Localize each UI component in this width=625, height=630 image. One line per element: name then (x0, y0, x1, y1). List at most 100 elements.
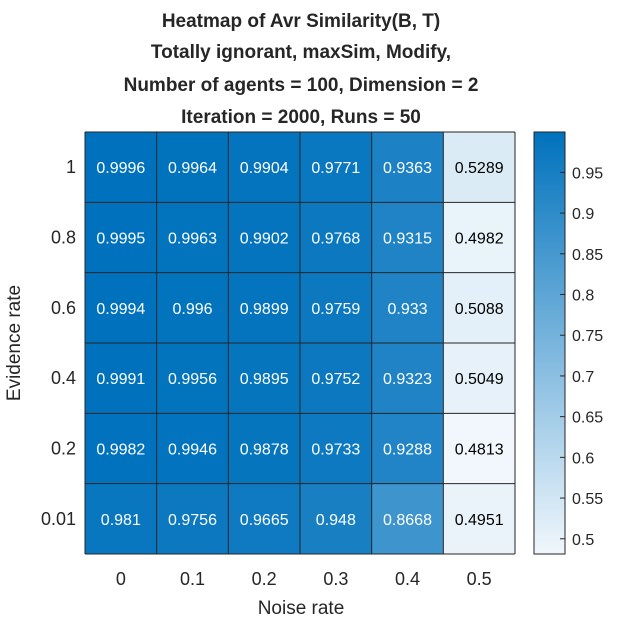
cell-value-label: 0.9991 (96, 371, 145, 388)
cell-value-label: 0.9752 (311, 371, 360, 388)
colorbar-ticks: 0.5 0.55 0.6 0.65 0.7 0.75 0.8 0.85 0.9 0.95 (560, 165, 603, 549)
heatmap-cell (228, 132, 300, 203)
x-tick-label: 0.5 (467, 569, 492, 589)
heatmap-cell (228, 413, 300, 484)
cell-value-label: 0.9363 (383, 160, 432, 177)
chart-title: Heatmap of Avr Similarity(B, T) Totally … (124, 11, 479, 128)
heatmap-cell (300, 272, 372, 343)
cell-value-label: 0.9964 (168, 160, 217, 177)
colorbar-tick-label: 0.7 (572, 369, 594, 386)
heatmap-cell (228, 272, 300, 343)
cell-value-label: 0.9733 (311, 442, 360, 459)
heatmap-cell (443, 272, 515, 343)
cell-value-label: 0.5289 (455, 160, 504, 177)
heatmap-cell (228, 483, 300, 554)
cell-value-label: 0.9759 (311, 301, 360, 318)
colorbar-tick-label: 0.9 (572, 206, 594, 223)
cell-value-label: 0.9946 (168, 442, 217, 459)
cell-value-label: 0.9771 (311, 160, 360, 177)
x-tick-label: 0.1 (180, 569, 205, 589)
chart-title-line-2: Totally ignorant, maxSim, Modify, (151, 42, 451, 63)
heatmap-cell (300, 483, 372, 554)
heatmap-cell (371, 202, 444, 273)
colorbar-gradient (533, 131, 566, 555)
cell-value-label: 0.9768 (311, 231, 360, 248)
heatmap-cell (85, 483, 157, 554)
heatmap-cell (156, 413, 229, 484)
y-tick-label: 1 (66, 157, 76, 177)
heatmap-cell (371, 343, 444, 414)
heatmap-cell (443, 202, 515, 273)
x-tick-label: 0.3 (323, 569, 348, 589)
cell-value-label: 0.9994 (96, 301, 145, 318)
cell-value-label: 0.9963 (168, 231, 217, 248)
cell-value-label: 0.9323 (383, 371, 432, 388)
cell-value-label: 0.9878 (240, 442, 289, 459)
cell-value-label: 0.9756 (168, 512, 217, 529)
chart-title-line-3: Number of agents = 100, Dimension = 2 (124, 75, 479, 96)
colorbar-tick-label: 0.5 (572, 532, 594, 549)
cell-value-label: 0.8668 (383, 512, 432, 529)
colorbar-tick-label: 0.75 (572, 328, 603, 345)
x-axis-label: Noise rate (258, 598, 345, 619)
heatmap-cell (371, 132, 444, 203)
heatmap-cell (371, 413, 444, 484)
colorbar-tick-label: 0.8 (572, 288, 594, 305)
y-axis-tick-labels: 1 0.8 0.6 0.4 0.2 0.01 (41, 157, 76, 529)
heatmap-cell (443, 483, 515, 554)
chart-title-line-4: Iteration = 2000, Runs = 50 (181, 107, 421, 128)
heatmap-cell-labels: 0.9996 0.9964 0.9904 0.9771 0.9363 0.5289 0.99… (96, 160, 503, 529)
heatmap-cell (156, 483, 229, 554)
heatmap-cell (371, 483, 444, 554)
cell-value-label: 0.9995 (96, 231, 145, 248)
y-tick-label: 0.8 (51, 228, 76, 248)
heatmap-cell (156, 272, 229, 343)
cell-value-label: 0.9315 (383, 231, 432, 248)
heatmap-cell (443, 343, 515, 414)
heatmap-cell (156, 202, 229, 273)
cell-value-label: 0.948 (316, 512, 356, 529)
cell-value-label: 0.981 (101, 512, 141, 529)
x-tick-label: 0.2 (252, 569, 277, 589)
heatmap-cell (156, 132, 229, 203)
cell-value-label: 0.9996 (96, 160, 145, 177)
colorbar-tick-label: 0.65 (572, 410, 603, 427)
cell-value-label: 0.5088 (455, 301, 504, 318)
heatmap-cell (85, 132, 157, 203)
y-tick-label: 0.2 (51, 439, 76, 459)
x-axis-tick-labels: 0 0.1 0.2 0.3 0.4 0.5 (116, 569, 492, 589)
x-tick-label: 0 (116, 569, 126, 589)
cell-value-label: 0.4813 (455, 442, 504, 459)
cell-value-label: 0.9665 (240, 512, 289, 529)
cell-value-label: 0.9288 (383, 442, 432, 459)
cell-value-label: 0.9982 (96, 442, 145, 459)
heatmap-cell (300, 413, 372, 484)
chart-title-line-1: Heatmap of Avr Similarity(B, T) (162, 11, 440, 32)
heatmap-cell (300, 343, 372, 414)
heatmap-cell (228, 202, 300, 273)
y-tick-label: 0.4 (51, 368, 76, 388)
heatmap-cell (300, 202, 372, 273)
colorbar-tick-label: 0.6 (572, 450, 594, 467)
cell-value-label: 0.4982 (455, 231, 504, 248)
heatmap-cell (85, 413, 157, 484)
cell-value-label: 0.9904 (240, 160, 289, 177)
heatmap-cells (85, 132, 515, 554)
colorbar-tick-label: 0.85 (572, 247, 603, 264)
heatmap-cell (443, 413, 515, 484)
cell-value-label: 0.9895 (240, 371, 289, 388)
cell-value-label: 0.9956 (168, 371, 217, 388)
heatmap-cell (371, 272, 444, 343)
cell-value-label: 0.9902 (240, 231, 289, 248)
heatmap-cell (300, 132, 372, 203)
heatmap-cell (156, 343, 229, 414)
cell-value-label: 0.933 (387, 301, 427, 318)
y-axis-label: Evidence rate (4, 285, 25, 401)
heatmap-cell (85, 272, 157, 343)
colorbar-tick-label: 0.55 (572, 491, 603, 508)
y-tick-label: 0.6 (51, 298, 76, 318)
x-tick-label: 0.4 (395, 569, 420, 589)
heatmap-cell (85, 343, 157, 414)
cell-value-label: 0.996 (172, 301, 212, 318)
